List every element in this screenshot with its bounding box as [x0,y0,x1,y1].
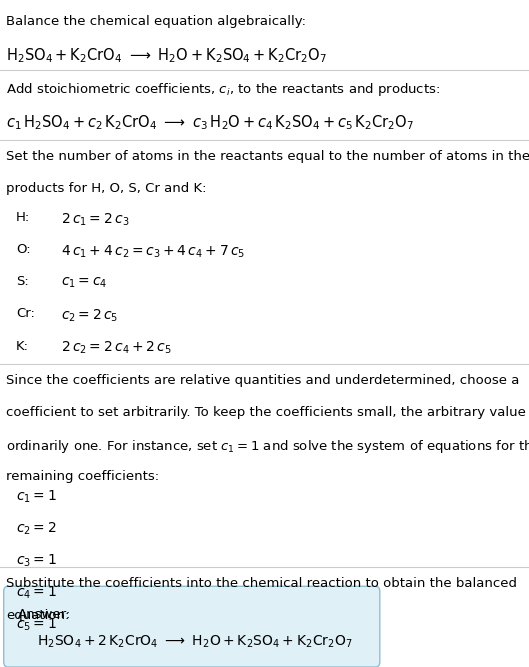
Text: $2\,c_1 = 2\,c_3$: $2\,c_1 = 2\,c_3$ [61,211,129,228]
Text: products for H, O, S, Cr and K:: products for H, O, S, Cr and K: [6,182,207,195]
Text: Add stoichiometric coefficients, $c_i$, to the reactants and products:: Add stoichiometric coefficients, $c_i$, … [6,81,441,98]
Text: $c_5 = 1$: $c_5 = 1$ [16,616,57,633]
Text: Set the number of atoms in the reactants equal to the number of atoms in the: Set the number of atoms in the reactants… [6,150,529,163]
Text: ordinarily one. For instance, set $c_1 = 1$ and solve the system of equations fo: ordinarily one. For instance, set $c_1 =… [6,438,529,454]
FancyBboxPatch shape [4,586,380,667]
Text: O:: O: [16,243,31,256]
Text: $\mathrm{H_2SO_4 + 2\,K_2CrO_4 \ \longrightarrow \ H_2O + K_2SO_4 + K_2Cr_2O_7}$: $\mathrm{H_2SO_4 + 2\,K_2CrO_4 \ \longri… [37,634,353,650]
Text: $c_1 = c_4$: $c_1 = c_4$ [61,275,107,290]
Text: $c_2 = 2\,c_5$: $c_2 = 2\,c_5$ [61,307,118,324]
Text: $\mathrm{H_2SO_4 + K_2CrO_4 \ \longrightarrow \ H_2O + K_2SO_4 + K_2Cr_2O_7}$: $\mathrm{H_2SO_4 + K_2CrO_4 \ \longright… [6,47,327,65]
Text: coefficient to set arbitrarily. To keep the coefficients small, the arbitrary va: coefficient to set arbitrarily. To keep … [6,406,529,418]
Text: $c_3 = 1$: $c_3 = 1$ [16,552,57,569]
Text: K:: K: [16,340,29,352]
Text: Since the coefficients are relative quantities and underdetermined, choose a: Since the coefficients are relative quan… [6,374,519,386]
Text: S:: S: [16,275,29,288]
Text: Substitute the coefficients into the chemical reaction to obtain the balanced: Substitute the coefficients into the che… [6,577,517,590]
Text: $c_4 = 1$: $c_4 = 1$ [16,584,57,601]
Text: $c_1 = 1$: $c_1 = 1$ [16,488,57,505]
Text: Answer:: Answer: [17,608,71,621]
Text: $2\,c_2 = 2\,c_4 + 2\,c_5$: $2\,c_2 = 2\,c_4 + 2\,c_5$ [61,340,171,356]
Text: $c_2 = 2$: $c_2 = 2$ [16,520,57,537]
Text: $c_1\,\mathrm{H_2SO_4} + c_2\,\mathrm{K_2CrO_4} \ \longrightarrow \ c_3\,\mathrm: $c_1\,\mathrm{H_2SO_4} + c_2\,\mathrm{K_… [6,113,415,132]
Text: equation:: equation: [6,609,70,622]
Text: H:: H: [16,211,30,224]
Text: remaining coefficients:: remaining coefficients: [6,470,159,482]
Text: $4\,c_1 + 4\,c_2 = c_3 + 4\,c_4 + 7\,c_5$: $4\,c_1 + 4\,c_2 = c_3 + 4\,c_4 + 7\,c_5… [61,243,245,260]
Text: Cr:: Cr: [16,307,35,320]
Text: Balance the chemical equation algebraically:: Balance the chemical equation algebraica… [6,15,306,27]
